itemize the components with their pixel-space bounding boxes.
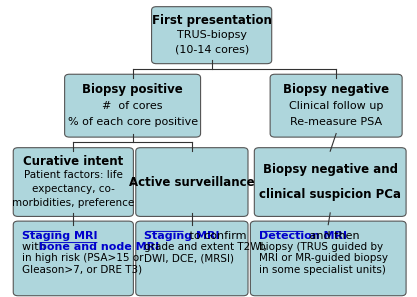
Text: Re-measure PSA: Re-measure PSA (290, 117, 382, 127)
Text: expectancy, co-: expectancy, co- (32, 184, 115, 194)
Text: biopsy (TRUS guided by: biopsy (TRUS guided by (259, 242, 383, 252)
Text: Detection MRI: Detection MRI (259, 231, 347, 241)
Text: Gleason>7, or DRE T3): Gleason>7, or DRE T3) (22, 265, 142, 275)
Text: % of each core positive: % of each core positive (68, 117, 198, 127)
FancyBboxPatch shape (250, 221, 406, 296)
Text: MRI or MR-guided biopsy: MRI or MR-guided biopsy (259, 253, 388, 263)
Text: clinical suspicion PCa: clinical suspicion PCa (259, 188, 401, 201)
Text: Biopsy negative: Biopsy negative (283, 83, 389, 96)
FancyBboxPatch shape (151, 7, 272, 64)
Text: #  of cores: # of cores (102, 101, 163, 111)
FancyBboxPatch shape (13, 148, 133, 217)
Text: Patient factors: life: Patient factors: life (24, 170, 123, 180)
Text: Active surveillance: Active surveillance (129, 176, 255, 189)
Text: morbidities, preference: morbidities, preference (12, 198, 134, 208)
Text: Biopsy negative and: Biopsy negative and (263, 163, 398, 176)
FancyBboxPatch shape (136, 221, 248, 296)
FancyBboxPatch shape (270, 74, 402, 137)
Text: First presentation: First presentation (152, 14, 271, 27)
Text: Clinical follow up: Clinical follow up (289, 101, 383, 111)
Text: (10-14 cores): (10-14 cores) (175, 45, 249, 54)
Text: grade and extent T2WI,: grade and extent T2WI, (144, 242, 267, 252)
Text: Staging MRI: Staging MRI (144, 231, 220, 241)
Text: Staging MRI: Staging MRI (22, 231, 98, 241)
Text: DWI, DCE, (MRSI): DWI, DCE, (MRSI) (144, 253, 234, 263)
Text: with: with (22, 242, 49, 252)
FancyBboxPatch shape (13, 221, 133, 296)
FancyBboxPatch shape (65, 74, 201, 137)
Text: in high risk (PSA>15 or: in high risk (PSA>15 or (22, 253, 143, 263)
Text: Biopsy positive: Biopsy positive (82, 83, 183, 96)
Text: bone and node MRI: bone and node MRI (38, 242, 158, 252)
FancyBboxPatch shape (254, 148, 406, 217)
FancyBboxPatch shape (136, 148, 248, 217)
Text: to confirm: to confirm (186, 231, 246, 241)
Text: and then: and then (306, 231, 359, 241)
Text: in some specialist units): in some specialist units) (259, 265, 386, 275)
Text: TRUS-biopsy: TRUS-biopsy (177, 30, 246, 40)
Text: Curative intent: Curative intent (23, 155, 123, 168)
